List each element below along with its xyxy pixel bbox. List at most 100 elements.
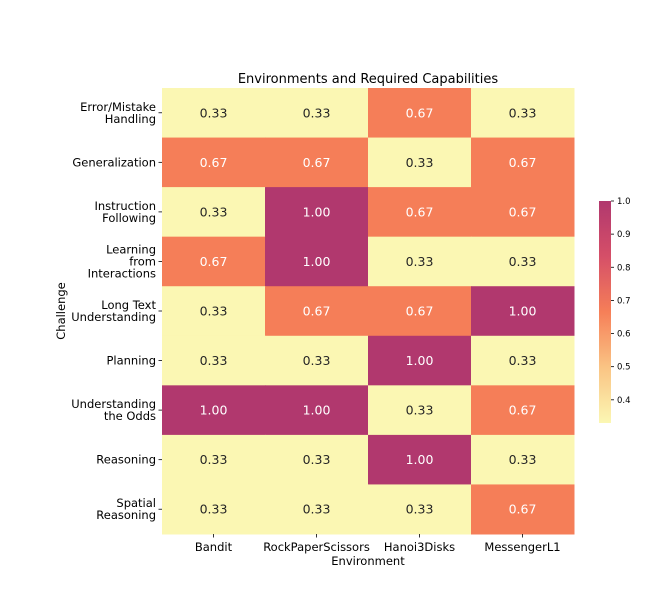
heatmap-cell-r7-c0 [162, 434, 266, 485]
cell-value-label-r6-c0: 1.00 [200, 403, 228, 418]
cell-value-label-r7-c1: 0.33 [303, 452, 331, 467]
cell-value-label-r1-c0: 0.67 [200, 155, 228, 170]
cell-value-label-r6-c2: 0.33 [406, 403, 434, 418]
colorbar-tick-label-0-6: 0.6 [617, 330, 631, 340]
heatmap-cell-r1-c0 [162, 137, 266, 188]
cell-value-label-r3-c1: 1.00 [303, 254, 331, 269]
heatmap-cell-r6-c0 [162, 385, 266, 436]
cell-value-label-r0-c0: 0.33 [200, 105, 228, 120]
y-tick-label-error-mistake-handling: Error/Mistake Handling [80, 100, 156, 126]
y-tick-label-spatial-reasoning: Spatial Reasoning [96, 496, 156, 522]
colorbar-tick-label-0-8: 0.8 [617, 263, 631, 273]
heatmap-cell-r5-c0 [162, 335, 266, 386]
heatmap-cell-r0-c3 [471, 88, 575, 139]
cell-value-label-r6-c1: 1.00 [303, 403, 331, 418]
chart-title: Environments and Required Capabilities [238, 72, 499, 87]
heatmap-cell-r8-c2 [368, 484, 472, 535]
heatmap-cell-labels: 0.33 0.33 0.67 0.33 0.67 0.67 0.33 0.67 0.33 1.00… [200, 105, 537, 516]
cell-value-label-r4-c2: 0.67 [406, 304, 434, 319]
heatmap-cell-r1-c1 [265, 137, 369, 188]
heatmap-cell-r5-c2 [368, 335, 472, 386]
cell-value-label-r4-c1: 0.67 [303, 304, 331, 319]
cell-value-label-r1-c3: 0.67 [509, 155, 537, 170]
heatmap-cell-r0-c1 [265, 88, 369, 139]
cell-value-label-r5-c1: 0.33 [303, 353, 331, 368]
heatmap-cell-r2-c0 [162, 187, 266, 238]
x-axis-label: Environment [331, 554, 405, 568]
cell-value-label-r5-c3: 0.33 [509, 353, 537, 368]
cell-value-label-r4-c3: 1.00 [509, 304, 537, 319]
heatmap-cell-r2-c2 [368, 187, 472, 238]
colorbar-tick-label-0-9: 0.9 [617, 230, 631, 240]
colorbar-tick-label-0-5: 0.5 [617, 363, 631, 373]
heatmap-cell-r0-c2 [368, 88, 472, 139]
cell-value-label-r8-c1: 0.33 [303, 502, 331, 517]
heatmap-cell-r5-c3 [471, 335, 575, 386]
cell-value-label-r2-c1: 1.00 [303, 204, 331, 219]
cell-value-label-r3-c3: 0.33 [509, 254, 537, 269]
colorbar-gradient [599, 201, 611, 423]
heatmap-cell-r6-c3 [471, 385, 575, 436]
cell-value-label-r2-c2: 0.67 [406, 204, 434, 219]
y-tick-labels: Error/Mistake Handling Generalization Instr… [71, 100, 162, 522]
heatmap-cell-r2-c1 [265, 187, 369, 238]
cell-value-label-r6-c3: 0.67 [509, 403, 537, 418]
cell-value-label-r0-c2: 0.67 [406, 105, 434, 120]
heatmap-cell-r3-c3 [471, 236, 575, 287]
heatmap-cell-r8-c0 [162, 484, 266, 535]
cell-value-label-r7-c0: 0.33 [200, 452, 228, 467]
colorbar-tick-label-1-0: 1.0 [617, 197, 631, 207]
cell-value-label-r4-c0: 0.33 [200, 304, 228, 319]
heatmap-cell-r5-c1 [265, 335, 369, 386]
x-tick-label-hanoi3disks: Hanoi3Disks [384, 540, 455, 554]
heatmap-cell-r3-c0 [162, 236, 266, 287]
cell-value-label-r0-c1: 0.33 [303, 105, 331, 120]
heatmap-cell-r8-c3 [471, 484, 575, 535]
cell-value-label-r1-c2: 0.33 [406, 155, 434, 170]
heatmap-cell-r4-c3 [471, 286, 575, 337]
y-axis-label: Challenge [54, 282, 68, 340]
y-tick-label-instruction-following: Instruction Following [94, 199, 156, 225]
heatmap-cells [162, 88, 575, 535]
heatmap-cell-r8-c1 [265, 484, 369, 535]
x-tick-label-bandit: Bandit [195, 540, 233, 554]
heatmap-cell-r6-c1 [265, 385, 369, 436]
colorbar-tick-label-0-7: 0.7 [617, 296, 631, 306]
cell-value-label-r7-c3: 0.33 [509, 452, 537, 467]
heatmap-cell-r0-c0 [162, 88, 266, 139]
x-tick-labels: Bandit RockPaperScissors Hanoi3Disks Messen… [195, 534, 561, 554]
heatmap-cell-r2-c3 [471, 187, 575, 238]
cell-value-label-r3-c0: 0.67 [200, 254, 228, 269]
x-tick-label-rockpaperscissors: RockPaperScissors [263, 540, 370, 554]
cell-value-label-r1-c1: 0.67 [303, 155, 331, 170]
y-tick-label-learning-from-interactions: Learning from Interactions [88, 242, 156, 280]
heatmap-cell-r3-c2 [368, 236, 472, 287]
heatmap-cell-r7-c2 [368, 434, 472, 485]
cell-value-label-r2-c0: 0.33 [200, 204, 228, 219]
heatmap-cell-r4-c0 [162, 286, 266, 337]
y-tick-label-understanding-the-odds: Understanding the Odds [71, 397, 156, 423]
cell-value-label-r8-c0: 0.33 [200, 502, 228, 517]
heatmap-cell-r4-c2 [368, 286, 472, 337]
cell-value-label-r2-c3: 0.67 [509, 204, 537, 219]
cell-value-label-r8-c3: 0.67 [509, 502, 537, 517]
colorbar: 0.4 0.5 0.6 0.7 0.8 0.9 1.0 [599, 197, 631, 423]
y-tick-label-planning: Planning [106, 354, 156, 368]
y-tick-label-reasoning: Reasoning [96, 453, 156, 467]
heatmap-cell-r7-c1 [265, 434, 369, 485]
heatmap-cell-r7-c3 [471, 434, 575, 485]
cell-value-label-r3-c2: 0.33 [406, 254, 434, 269]
cell-value-label-r7-c2: 1.00 [406, 452, 434, 467]
heatmap-cell-r4-c1 [265, 286, 369, 337]
colorbar-tick-label-0-4: 0.4 [617, 396, 631, 406]
x-tick-label-messengerl1: MessengerL1 [484, 540, 560, 554]
cell-value-label-r5-c0: 0.33 [200, 353, 228, 368]
heatmap-cell-r1-c2 [368, 137, 472, 188]
cell-value-label-r0-c3: 0.33 [509, 105, 537, 120]
heatmap-cell-r6-c2 [368, 385, 472, 436]
y-tick-label-generalization: Generalization [72, 155, 156, 169]
cell-value-label-r8-c2: 0.33 [406, 502, 434, 517]
cell-value-label-r5-c2: 1.00 [406, 353, 434, 368]
